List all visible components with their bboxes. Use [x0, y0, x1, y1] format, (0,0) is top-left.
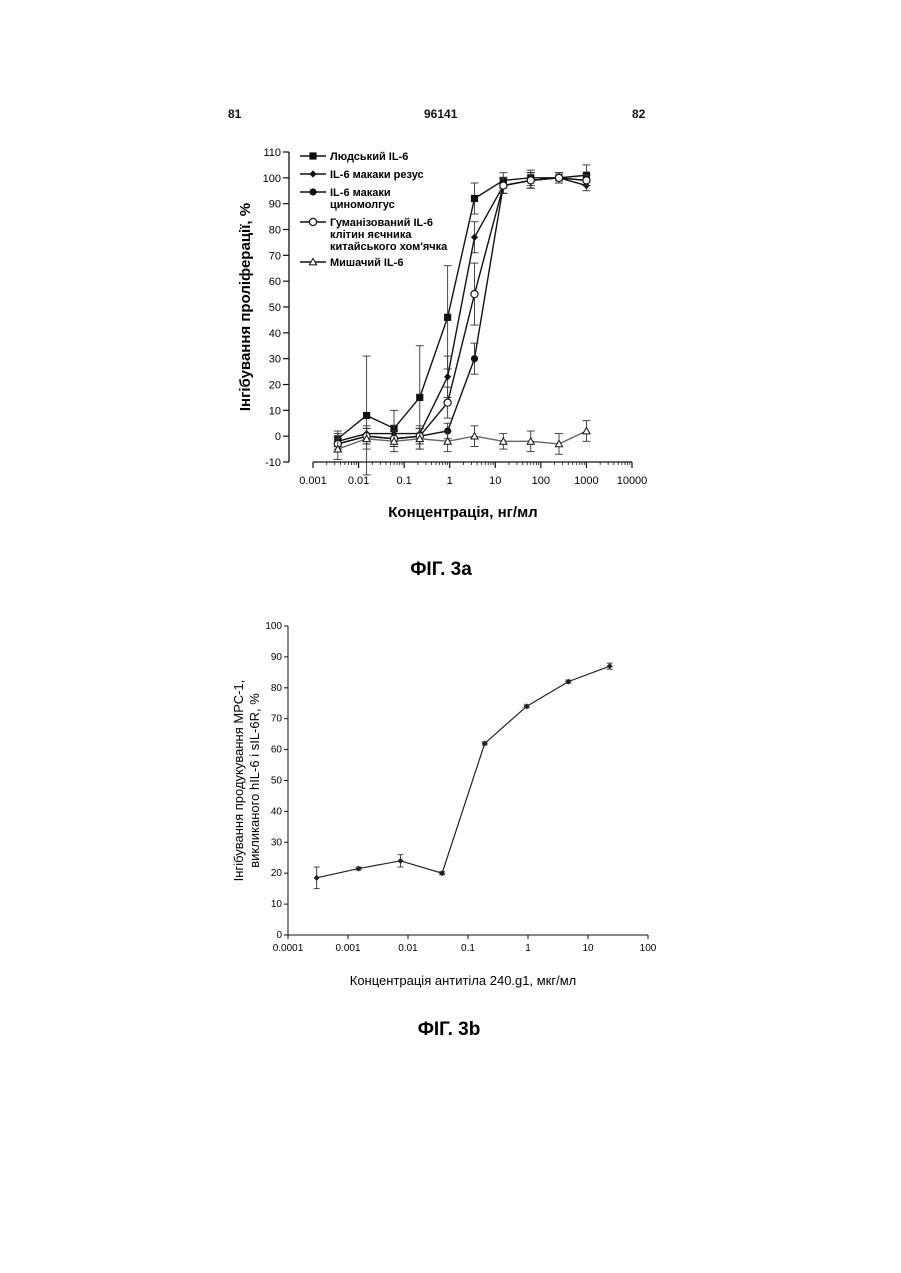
fig3a-x-tick-label: 0.001 [299, 475, 327, 487]
fig3a-legend-label-line: китайського хом'ячка [330, 241, 448, 253]
fig3a-x-tick-label: 1 [447, 475, 453, 487]
fig3a-y-tick-label: 100 [263, 173, 281, 185]
fig3a-point-3 [527, 177, 534, 184]
fig3a-x-tick-label: 100 [532, 475, 550, 487]
fig3b-x-axis-label: Концентрація антитіла 240.g1, мкг/мл [350, 973, 576, 988]
fig3a-y-tick-label: 30 [269, 354, 281, 366]
fig3a-legend-marker [309, 152, 316, 159]
fig3b-x-tick-label: 10 [582, 943, 594, 954]
fig3b-point [398, 858, 404, 864]
fig3b-y-tick-label: 100 [265, 621, 282, 632]
fig3a-x-tick-label: 10 [489, 475, 501, 487]
fig3a-y-tick-label: -10 [265, 457, 281, 469]
fig3a-point-1 [444, 373, 451, 380]
fig3a-legend-marker [309, 218, 316, 225]
fig3a-y-tick-label: 50 [269, 302, 281, 314]
fig3b-point [565, 679, 571, 685]
fig3a-caption: ФІГ. 3а [410, 559, 472, 580]
fig3a-legend-label-line: IL-6 макаки [330, 187, 391, 199]
fig3b-x-tick-label: 1 [525, 943, 531, 954]
fig3b-y-tick-label: 30 [271, 837, 283, 848]
fig3b-y-tick-label: 60 [271, 745, 283, 756]
fig3a-x-tick-label: 0.1 [396, 475, 411, 487]
fig3a-point-1 [471, 234, 478, 241]
fig3a-y-tick-label: 20 [269, 380, 281, 392]
fig3a-legend-label: IL-6 макаки резус [330, 169, 424, 181]
fig3b-x-tick-label: 100 [640, 943, 657, 954]
fig3b-y-tick-label: 80 [271, 683, 283, 694]
fig3b-point [439, 870, 445, 876]
fig3a-legend-label: IL-6 макакициномолгус [330, 187, 395, 211]
fig3a-point-0 [416, 394, 423, 401]
fig3b-series-line [317, 666, 610, 878]
fig3a-point-3 [471, 290, 478, 297]
fig3a-legend-label-line: циномолгус [330, 199, 395, 211]
fig3a-legend-label-line: Гуманізований IL-6 [330, 217, 433, 229]
fig3a-legend-label-line: клітин яєчника [330, 229, 412, 241]
fig3a-point-4 [583, 427, 590, 433]
fig3a-x-tick-label: 10000 [617, 475, 648, 487]
fig3a-point-3 [444, 399, 451, 406]
fig3b-y-tick-label: 20 [271, 868, 283, 879]
fig3a-point-4 [471, 433, 478, 439]
fig3a-y-tick-label: 80 [269, 225, 281, 237]
fig3b-x-tick-label: 0.001 [335, 943, 360, 954]
fig3b-x-tick-label: 0.01 [398, 943, 418, 954]
fig3a-legend-marker [309, 188, 316, 195]
fig3b-y-axis-label-line1: Інгібування продукування МРС-1, [231, 680, 246, 882]
fig3a-y-tick-label: 0 [275, 431, 281, 443]
fig3a-y-tick-label: 110 [263, 147, 281, 159]
fig3a-legend-label: Мишачий IL-6 [330, 257, 403, 269]
fig3b-y-tick-label: 90 [271, 652, 283, 663]
fig3b-y-tick-label: 0 [276, 930, 282, 941]
fig3a-point-0 [444, 314, 451, 321]
fig3b-caption: ФІГ. 3b [418, 1019, 481, 1040]
fig3b-point [356, 866, 362, 872]
fig3a-point-3 [500, 182, 507, 189]
fig3a-y-tick-label: 60 [269, 276, 281, 288]
fig3a-point-0 [363, 412, 370, 419]
fig3a-legend-marker [309, 170, 316, 177]
fig3a-legend-label: Гуманізований IL-6клітин яєчникакитайськ… [330, 217, 448, 253]
fig3b-y-tick-label: 50 [271, 776, 283, 787]
fig3a-x-tick-label: 1000 [574, 475, 598, 487]
fig3a-point-2 [471, 355, 478, 362]
fig3a-legend-label: Людський IL-6 [330, 151, 408, 163]
fig3a-x-tick-label: 0.01 [348, 475, 369, 487]
fig3b-y-tick-label: 70 [271, 714, 283, 725]
fig3a-point-3 [555, 174, 562, 181]
fig3b-point [314, 875, 320, 881]
fig3a-x-axis-label: Концентрація, нг/мл [388, 504, 537, 521]
fig3a-series-line-0 [338, 175, 587, 439]
fig3a-y-tick-label: 10 [269, 405, 281, 417]
fig3a-y-tick-label: 90 [269, 199, 281, 211]
fig3a-point-3 [583, 177, 590, 184]
fig3b-x-tick-label: 0.0001 [273, 943, 304, 954]
fig3a-y-tick-label: 40 [269, 328, 281, 340]
fig3b-y-axis-label-line2: викликаного hIL-6 і sIL-6R, % [247, 693, 262, 868]
fig3b-y-tick-label: 40 [271, 806, 283, 817]
fig3a-y-axis-label: Інгібування проліферації, % [237, 203, 254, 411]
fig3b-point [607, 663, 613, 669]
fig3b-x-tick-label: 0.1 [461, 943, 475, 954]
fig3a-y-tick-label: 70 [269, 250, 281, 262]
fig3a-point-0 [471, 195, 478, 202]
fig3b-y-tick-label: 10 [271, 899, 283, 910]
